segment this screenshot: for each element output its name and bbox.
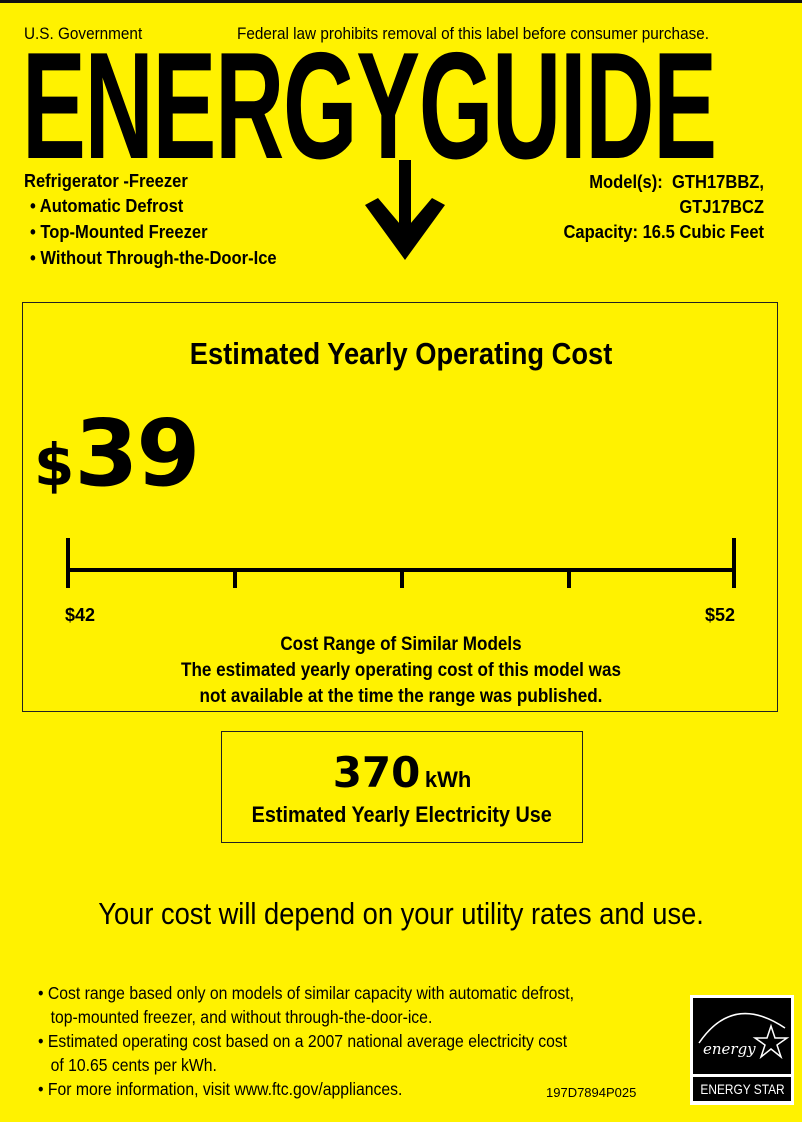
product-type: Refrigerator -Freezer: [24, 171, 188, 191]
energy-star-label-text: ENERGY STAR: [700, 1081, 785, 1097]
model-number: GTH17BBZ,: [671, 172, 764, 192]
feature-text: Without Through-the-Door-Ice: [40, 248, 277, 268]
arrow-down-icon: [365, 160, 445, 260]
footnote: • Cost range based only on models of sim…: [38, 983, 575, 1003]
footnote: • For more information, visit www.ftc.go…: [38, 1079, 403, 1099]
feature-item: • Automatic Defrost: [30, 196, 184, 216]
scale-tick: [567, 568, 571, 588]
kwh-value: 370: [332, 748, 421, 797]
capacity: Capacity: 16.5 Cubic Feet: [563, 222, 764, 242]
electricity-label: Estimated Yearly Electricity Use: [221, 802, 583, 828]
feature-text: Top-Mounted Freezer: [40, 222, 208, 242]
energy-star-label: ENERGY STAR: [693, 1077, 791, 1101]
feature-text: Automatic Defrost: [39, 196, 184, 216]
range-min: $42: [65, 605, 96, 625]
us-government-label: U.S. Government: [24, 24, 143, 43]
energy-star-icon: energy: [693, 998, 791, 1074]
range-note-line: The estimated yearly operating cost of t…: [181, 660, 621, 681]
models-label: Model(s):: [589, 172, 663, 192]
cost-title: Estimated Yearly Operating Cost: [0, 336, 802, 372]
label-code: 197D7894P025: [546, 1085, 637, 1100]
footnote-text: of 10.65 cents per kWh.: [50, 1055, 217, 1075]
scale-end-tick: [66, 538, 70, 588]
utility-disclaimer-text: Your cost will depend on your utility ra…: [98, 896, 704, 931]
cost-value: $39: [34, 400, 200, 507]
feature-item: • Without Through-the-Door-Ice: [30, 248, 277, 268]
footnotes: • Cost range based only on models of sim…: [38, 981, 574, 1101]
scale-tick: [400, 568, 404, 588]
utility-disclaimer: Your cost will depend on your utility ra…: [0, 896, 802, 932]
energyguide-logo: ENERGYGUIDE: [22, 21, 717, 191]
footnote-text: Estimated operating cost based on a 2007…: [47, 1031, 568, 1051]
energy-star-script: energy: [703, 1040, 756, 1058]
cost-title-text: Estimated Yearly Operating Cost: [189, 336, 613, 371]
range-note-line: not available at the time the range was …: [199, 686, 603, 707]
footnote-text: top-mounted freezer, and without through…: [50, 1007, 433, 1027]
operating-cost-box: [22, 302, 778, 712]
scale-tick: [233, 568, 237, 588]
cost-range-scale: [66, 538, 736, 588]
range-max: $52: [705, 605, 736, 625]
range-label: Cost Range of Similar Models: [280, 634, 522, 655]
footnote-text: Cost range based only on models of simil…: [47, 983, 575, 1003]
footnote-text: For more information, visit www.ftc.gov/…: [47, 1079, 403, 1099]
range-note: Cost Range of Similar Models The estimat…: [0, 632, 802, 710]
model-number: GTJ17BCZ: [679, 197, 764, 217]
scale-end-tick: [732, 538, 736, 588]
cost-amount: 39: [74, 400, 200, 507]
top-border: [0, 0, 802, 3]
currency-symbol: $: [34, 431, 75, 499]
electricity-label-text: Estimated Yearly Electricity Use: [251, 802, 553, 827]
energy-star-logo: energy ENERGY STAR: [690, 995, 794, 1105]
models: Model(s): GTH17BBZ,: [589, 172, 764, 193]
kwh-unit: kWh: [424, 767, 472, 792]
feature-item: • Top-Mounted Freezer: [30, 222, 208, 242]
federal-law-notice: Federal law prohibits removal of this la…: [237, 24, 709, 43]
electricity-value: 370 kWh: [221, 748, 583, 797]
footnote: • Estimated operating cost based on a 20…: [38, 1031, 568, 1051]
electricity-use-box: [221, 731, 583, 843]
